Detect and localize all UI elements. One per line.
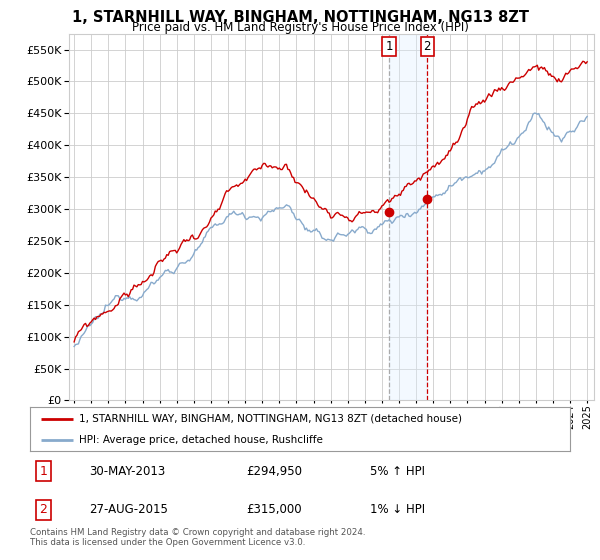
Bar [389, 34, 427, 400]
Text: 1: 1 [385, 40, 393, 53]
Text: 2: 2 [424, 40, 431, 53]
Text: 1: 1 [40, 465, 47, 478]
Text: 1% ↓ HPI: 1% ↓ HPI [370, 503, 425, 516]
Text: 5% ↑ HPI: 5% ↑ HPI [370, 465, 425, 478]
Text: HPI: Average price, detached house, Rushcliffe: HPI: Average price, detached house, Rush… [79, 435, 322, 445]
Text: 1, STARNHILL WAY, BINGHAM, NOTTINGHAM, NG13 8ZT: 1, STARNHILL WAY, BINGHAM, NOTTINGHAM, N… [71, 10, 529, 25]
Text: Price paid vs. HM Land Registry's House Price Index (HPI): Price paid vs. HM Land Registry's House … [131, 21, 469, 34]
Text: 1, STARNHILL WAY, BINGHAM, NOTTINGHAM, NG13 8ZT (detached house): 1, STARNHILL WAY, BINGHAM, NOTTINGHAM, N… [79, 414, 461, 424]
Text: £294,950: £294,950 [246, 465, 302, 478]
Text: Contains HM Land Registry data © Crown copyright and database right 2024.
This d: Contains HM Land Registry data © Crown c… [30, 528, 365, 547]
Text: 2: 2 [40, 503, 47, 516]
Text: 27-AUG-2015: 27-AUG-2015 [89, 503, 168, 516]
Text: 30-MAY-2013: 30-MAY-2013 [89, 465, 166, 478]
Text: £315,000: £315,000 [246, 503, 302, 516]
